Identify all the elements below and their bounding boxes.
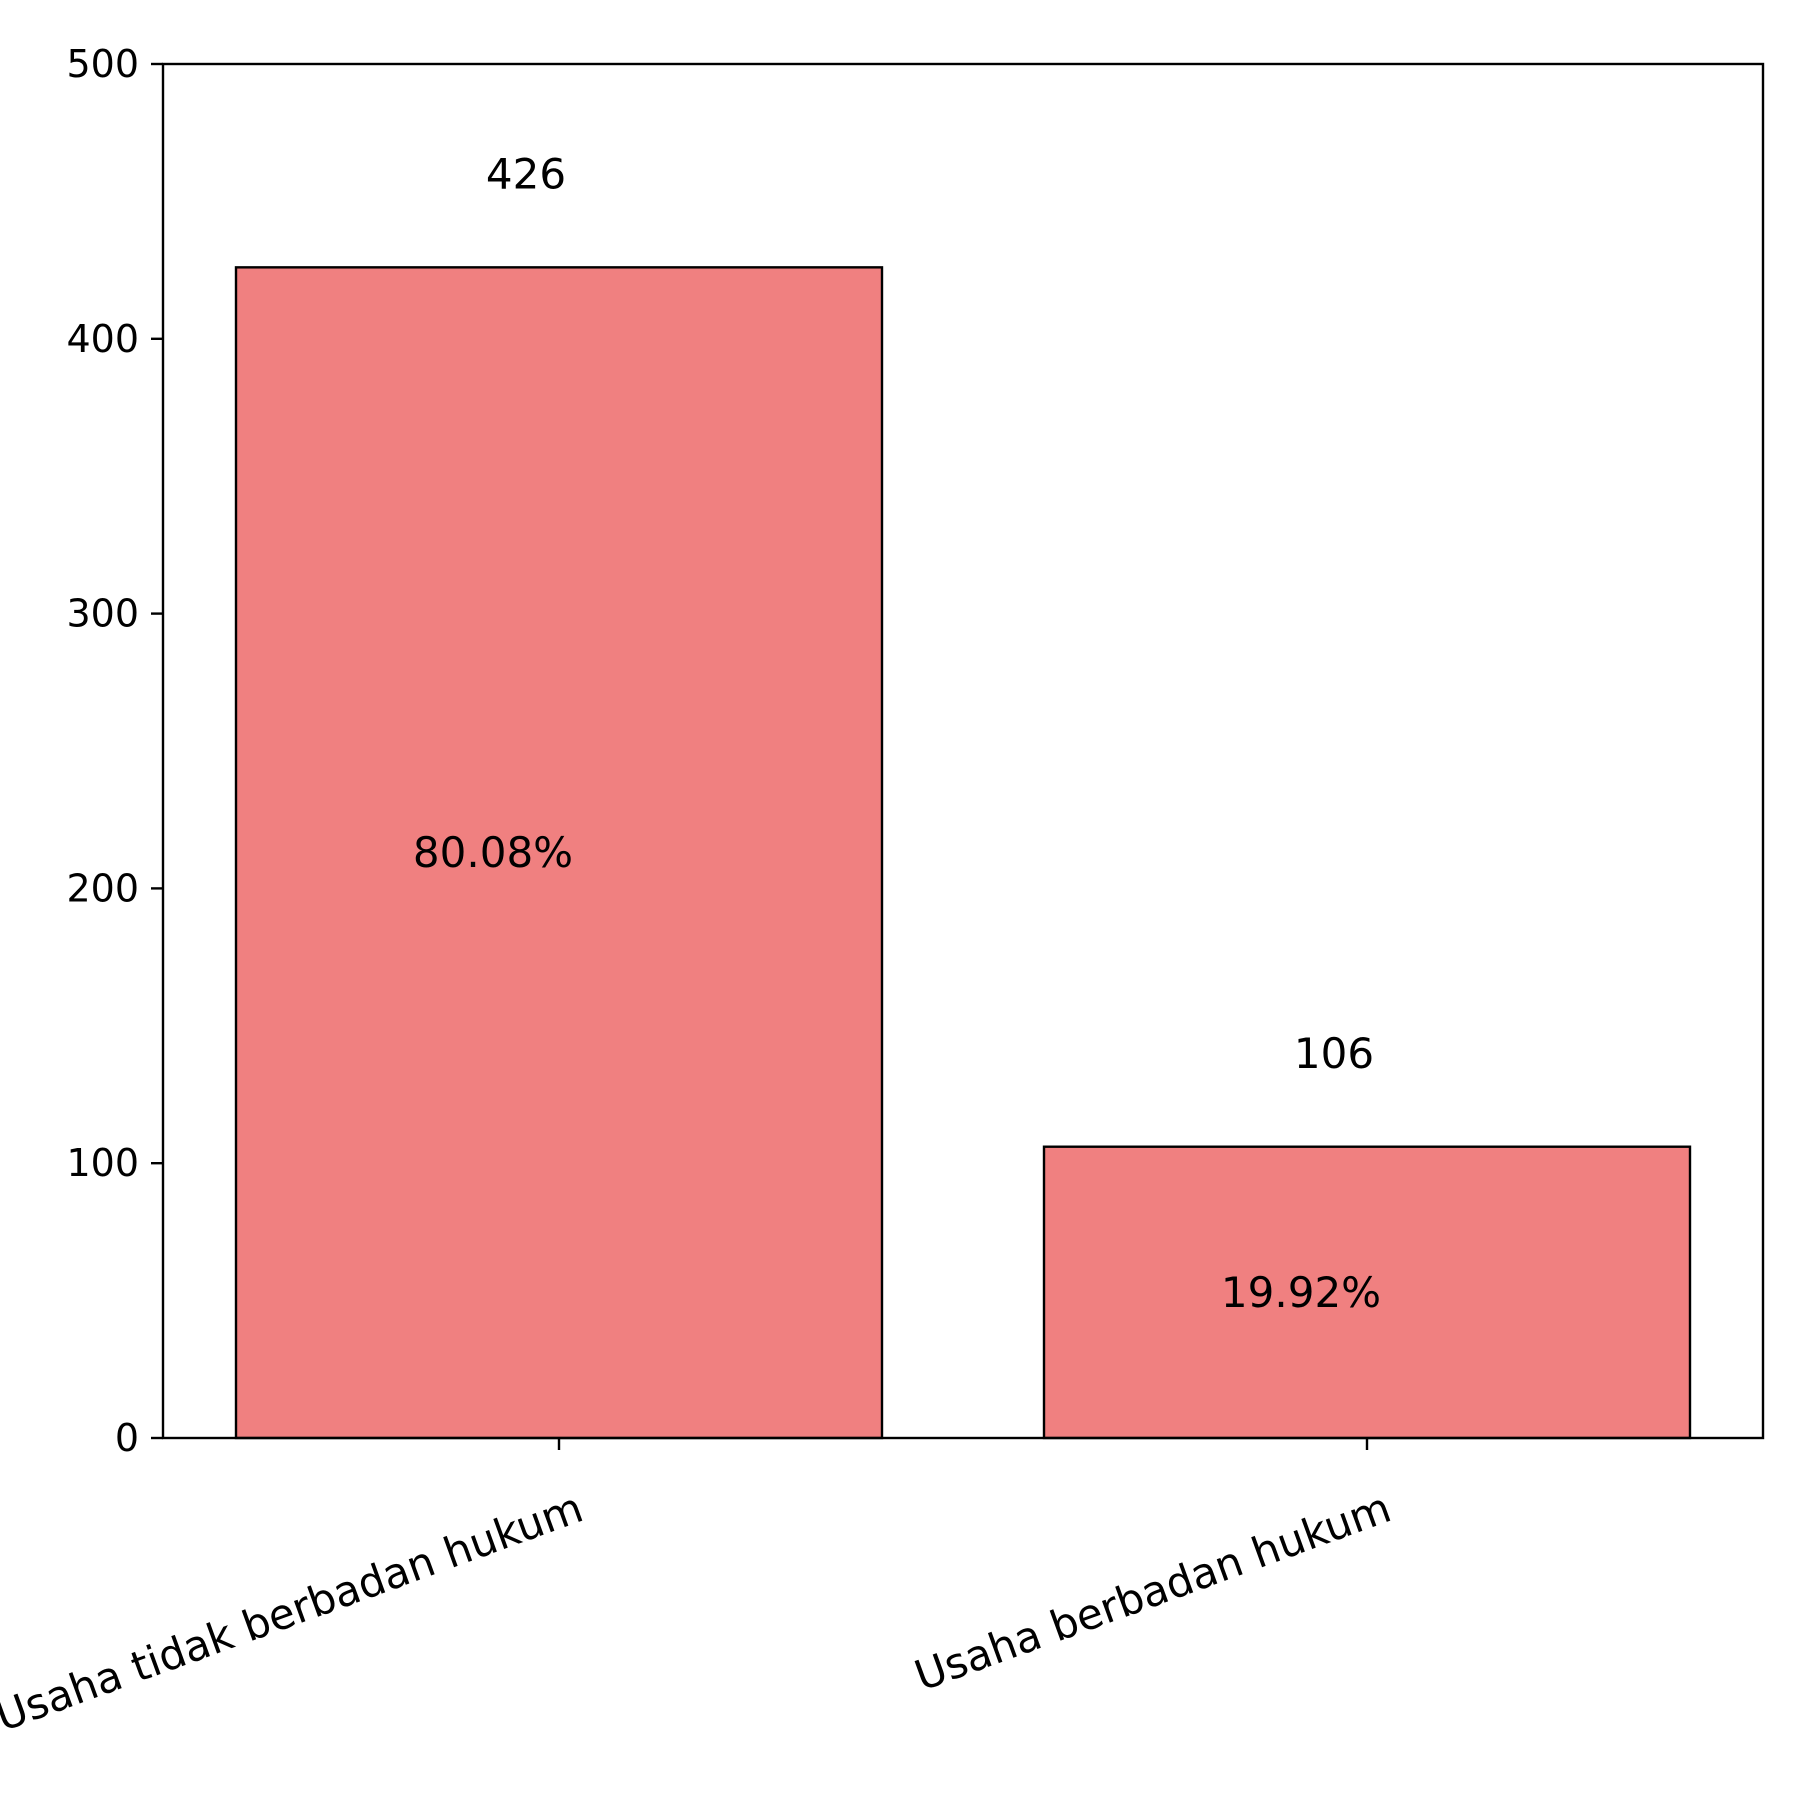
x-tick-label: Usaha tidak berbadan hukum [0, 1483, 589, 1741]
bar [234, 266, 884, 1440]
value-label: 106 [1294, 1029, 1374, 1078]
data-labels-group: 426 80.08% 106 19.92% [413, 149, 1381, 1316]
x-axis: Usaha tidak berbadan hukum Usaha berbadan… [0, 1438, 1397, 1741]
y-axis: 0 100 200 300 400 500 [66, 42, 163, 1460]
y-tick-label: 200 [66, 866, 139, 910]
bars-group [234, 266, 1692, 1440]
percent-label: 19.92% [1221, 1268, 1381, 1317]
y-tick-label: 400 [66, 317, 139, 361]
y-tick-label: 0 [115, 1416, 139, 1460]
y-tick-label: 500 [66, 42, 139, 86]
percent-label: 80.08% [413, 828, 573, 877]
x-tick-label: Usaha berbadan hukum [908, 1483, 1397, 1701]
plot-frame [161, 62, 1765, 1440]
y-tick-label: 300 [66, 592, 139, 636]
bar [1042, 1145, 1692, 1440]
value-label: 426 [486, 149, 566, 198]
y-tick-label: 100 [66, 1141, 139, 1185]
